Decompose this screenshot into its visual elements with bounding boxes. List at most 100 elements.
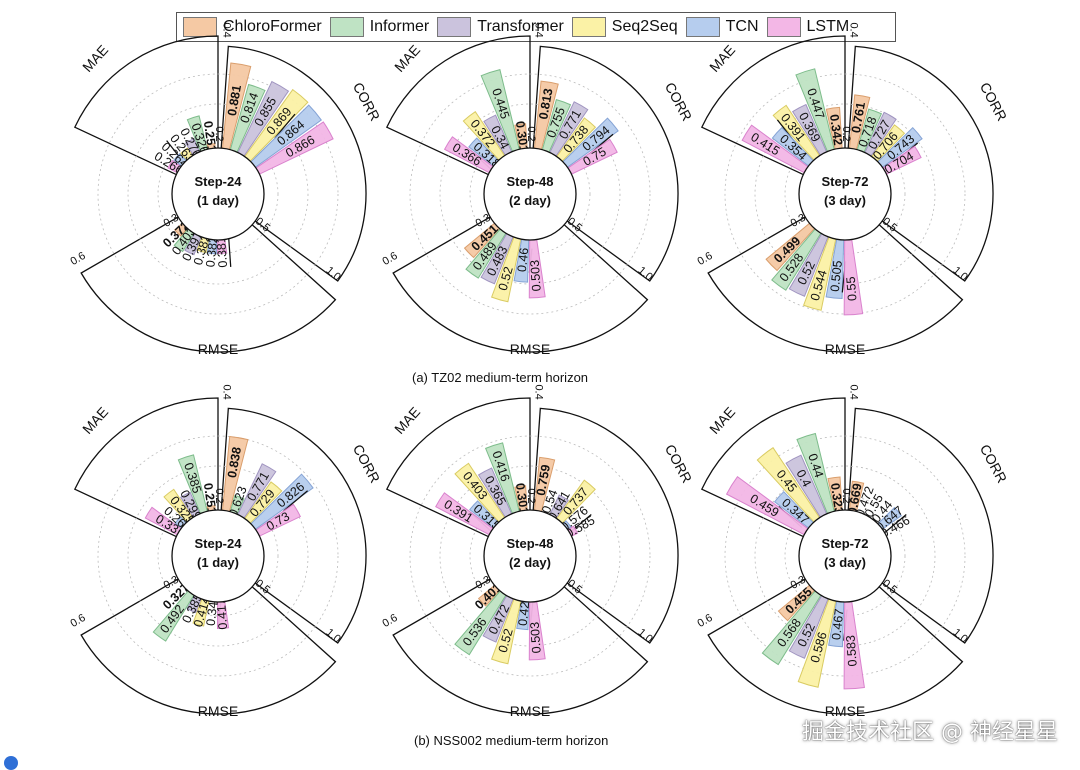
metric-label-rmse: RMSE bbox=[198, 341, 238, 357]
center-label: Step-24 bbox=[195, 536, 243, 551]
legend-swatch bbox=[571, 17, 606, 37]
legend-item-informer: Informer bbox=[329, 17, 430, 37]
tick-label: 0.2 bbox=[525, 488, 537, 503]
legend-label: ChloroFormer bbox=[223, 18, 322, 35]
grid-ring bbox=[127, 103, 309, 285]
data-label: 0.52 bbox=[496, 265, 516, 292]
center-label: Step-72 bbox=[822, 174, 869, 189]
center-label: Step-72 bbox=[822, 536, 869, 551]
data-label: 0.46 bbox=[515, 247, 531, 273]
data-label: 0.55 bbox=[844, 276, 860, 301]
data-label: 0.381 bbox=[214, 236, 230, 268]
legend-swatch bbox=[685, 17, 720, 37]
center-label: Step-24 bbox=[195, 174, 243, 189]
tick-label: 1.0 bbox=[950, 264, 969, 283]
legend-item-transformer: Transformer bbox=[437, 17, 564, 37]
center-sublabel: (3 day) bbox=[824, 193, 866, 208]
tick-label: 0.2 bbox=[840, 488, 852, 503]
metric-label-mae: MAE bbox=[79, 42, 111, 75]
center-label: Step-48 bbox=[507, 536, 554, 551]
data-label: 0.881 bbox=[225, 84, 244, 117]
legend-label: Informer bbox=[369, 18, 430, 35]
tick-label: 1.0 bbox=[635, 626, 654, 645]
legend-label: Seq2Seq bbox=[611, 18, 678, 35]
grid-ring bbox=[127, 465, 309, 647]
grid-ring bbox=[97, 435, 339, 677]
metric-label-mae: MAE bbox=[706, 42, 738, 75]
center-circle bbox=[171, 509, 265, 603]
tick-label: 1.0 bbox=[323, 264, 342, 283]
metric-label-rmse: RMSE bbox=[510, 703, 550, 719]
center-sublabel: (2 day) bbox=[509, 193, 551, 208]
metric-label-corr: CORR bbox=[662, 80, 695, 124]
grid-ring bbox=[784, 495, 906, 617]
grid-ring bbox=[409, 435, 651, 677]
grid-ring bbox=[157, 133, 279, 255]
data-label: 0.467 bbox=[829, 608, 846, 641]
metric-label-corr: CORR bbox=[350, 442, 383, 486]
center-sublabel: (1 day) bbox=[197, 193, 239, 208]
caption-a: (a) TZ02 medium-term horizon bbox=[412, 370, 589, 385]
grid-ring bbox=[784, 133, 906, 255]
center-circle bbox=[483, 147, 577, 241]
tick-label: 0.2 bbox=[525, 126, 537, 141]
legend-swatch bbox=[329, 17, 364, 37]
legend: ChloroFormer Informer Transformer Seq2Se… bbox=[176, 12, 896, 42]
legend-swatch bbox=[766, 17, 801, 37]
tick-label: 1.0 bbox=[950, 626, 969, 645]
center-sublabel: (3 day) bbox=[824, 555, 866, 570]
center-circle bbox=[798, 509, 892, 603]
data-label: 0.583 bbox=[844, 635, 860, 667]
tick-label: 0.4 bbox=[221, 384, 233, 399]
metric-label-corr: CORR bbox=[350, 80, 383, 124]
tick-label: 0.4 bbox=[533, 22, 545, 37]
tick-label: 0.4 bbox=[533, 384, 545, 399]
data-label: 0.382 bbox=[203, 235, 220, 268]
legend-item-chloroformer: ChloroFormer bbox=[183, 17, 322, 37]
data-label: 0.813 bbox=[536, 87, 555, 120]
data-label: 0.759 bbox=[534, 463, 553, 496]
tick-label: 0.6 bbox=[695, 612, 714, 630]
data-label: 0.503 bbox=[528, 621, 544, 653]
data-label: 0.42 bbox=[516, 601, 532, 627]
grid-ring bbox=[469, 133, 591, 255]
center-sublabel: (1 day) bbox=[197, 555, 239, 570]
legend-label: LSTM bbox=[806, 18, 850, 35]
data-label: 0.505 bbox=[828, 260, 845, 293]
metric-label-corr: CORR bbox=[977, 80, 1010, 124]
tick-label: 0.4 bbox=[221, 22, 233, 37]
center-circle bbox=[798, 147, 892, 241]
tick-label: 0.6 bbox=[695, 250, 714, 268]
legend-item-tcn: TCN bbox=[685, 17, 759, 37]
grid-ring bbox=[409, 73, 651, 315]
legend-label: Transformer bbox=[477, 18, 564, 35]
tick-label: 0.6 bbox=[380, 612, 399, 630]
metric-label-rmse: RMSE bbox=[825, 703, 865, 719]
data-label: 0.417 bbox=[214, 598, 230, 630]
legend-item-lstm: LSTM bbox=[766, 17, 850, 37]
data-label: 0.34 bbox=[204, 601, 220, 627]
metric-label-mae: MAE bbox=[391, 404, 423, 437]
tick-label: 0.4 bbox=[848, 22, 860, 37]
data-label: 0.669 bbox=[845, 482, 864, 515]
data-label: 0.761 bbox=[849, 101, 868, 134]
watermark: 掘金技术社区 @ 神经星星 bbox=[802, 720, 1058, 745]
data-label: 0.459 bbox=[747, 491, 781, 519]
metric-label-corr: CORR bbox=[977, 442, 1010, 486]
grid-ring bbox=[97, 73, 339, 315]
center-label: Step-48 bbox=[507, 174, 554, 189]
grid-ring bbox=[724, 73, 966, 315]
center-circle bbox=[483, 509, 577, 603]
grid-ring bbox=[157, 495, 279, 617]
center-circle bbox=[171, 147, 265, 241]
tick-label: 0.2 bbox=[213, 488, 225, 503]
grid-ring bbox=[724, 435, 966, 677]
tick-label: 0.6 bbox=[380, 250, 399, 268]
metric-label-rmse: RMSE bbox=[825, 341, 865, 357]
data-label: 0.52 bbox=[496, 627, 516, 654]
tick-label: 0.6 bbox=[68, 612, 87, 630]
legend-item-seq2seq: Seq2Seq bbox=[571, 17, 678, 37]
legend-label: TCN bbox=[725, 18, 759, 35]
